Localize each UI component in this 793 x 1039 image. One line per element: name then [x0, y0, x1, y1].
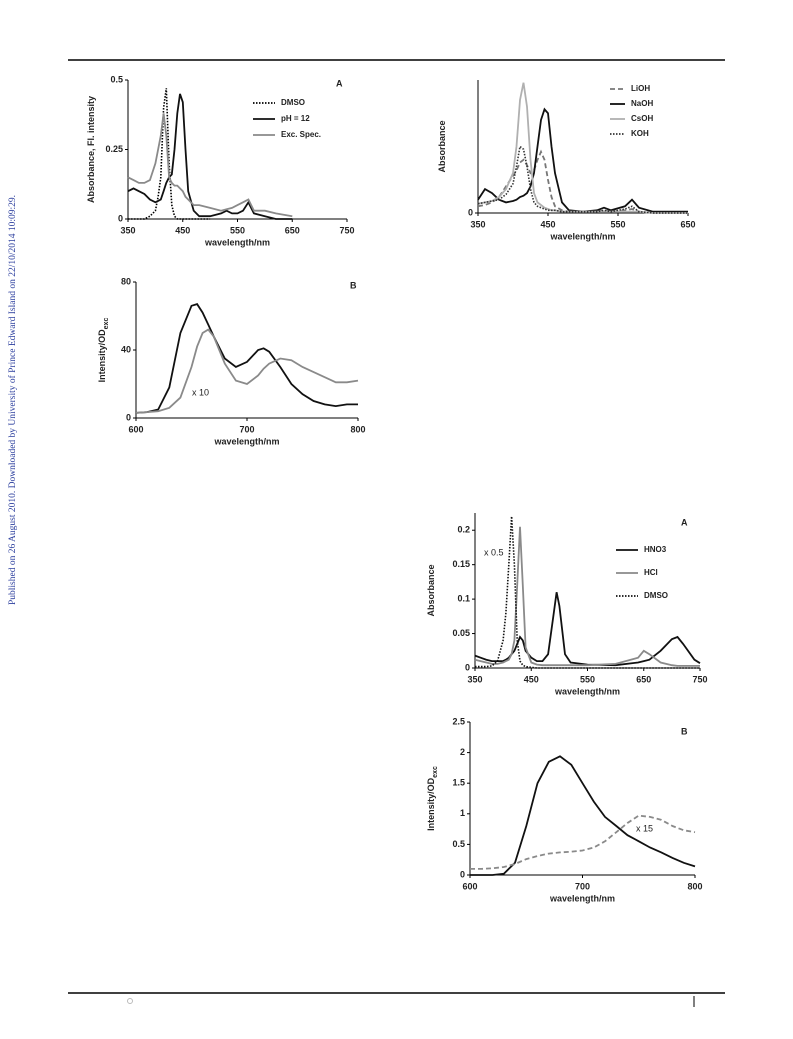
y-axis-label-main: Intensity/OD: [97, 329, 107, 383]
x-tick-label: 550: [230, 225, 245, 235]
y-axis-label-sub: exc: [103, 318, 110, 330]
legend-label: KOH: [631, 129, 649, 138]
x-axis-label: wavelength/nm: [213, 436, 279, 446]
x-tick-label: 750: [339, 225, 354, 235]
annotation: x 15: [636, 823, 653, 833]
y-axis-label: Absorbance, Fl. intensity: [86, 96, 96, 203]
footer-mark: [127, 998, 133, 1004]
y-axis-label: Absorbance: [426, 564, 436, 616]
x-tick-label: 650: [636, 674, 651, 684]
panel-label: B: [681, 726, 688, 736]
x-tick-label: 450: [175, 225, 190, 235]
series-line: [475, 516, 700, 669]
y-tick-label: 0.5: [452, 839, 465, 849]
x-tick-label: 700: [239, 424, 254, 434]
series-line: [470, 814, 696, 870]
x-axis-label: wavelength/nm: [554, 686, 620, 696]
x-tick-label: 800: [687, 881, 702, 891]
x-axis-label: wavelength/nm: [549, 893, 615, 903]
series-line: [128, 88, 211, 220]
y-tick-label: 2: [460, 747, 465, 757]
legend-label: NaOH: [631, 99, 653, 108]
legend-label: HNO3: [644, 545, 667, 554]
legend-label: pH = 12: [281, 114, 310, 123]
y-axis-label: Absorbance: [437, 120, 447, 172]
y-tick-label: 0: [460, 869, 465, 879]
legend-label: HCl: [644, 568, 658, 577]
panel-label: A: [681, 517, 688, 527]
x-tick-label: 800: [350, 424, 365, 434]
x-tick-label: 750: [692, 674, 707, 684]
legend-label: Exc. Spec.: [281, 130, 321, 139]
series-line: [477, 82, 688, 214]
y-tick-label: 0.25: [105, 144, 123, 154]
y-tick-label: 2.5: [452, 716, 465, 726]
x-tick-label: 350: [470, 219, 485, 229]
y-tick-label: 1: [460, 808, 465, 818]
panel-label: A: [336, 78, 343, 88]
series-line: [477, 107, 688, 213]
y-tick-label: 0: [118, 213, 123, 223]
annotation: x 0.5: [484, 547, 504, 557]
x-tick-label: 550: [610, 219, 625, 229]
watermark: Published on 26 August 2010. Downloaded …: [7, 195, 18, 605]
x-tick-label: 550: [580, 674, 595, 684]
x-tick-label: 600: [128, 424, 143, 434]
y-tick-label: 0.15: [452, 559, 470, 569]
y-tick-label: 0.05: [452, 628, 470, 638]
series-line: [135, 328, 359, 414]
x-tick-label: 350: [120, 225, 135, 235]
x-axis-label: wavelength/nm: [204, 237, 270, 247]
x-tick-label: 700: [575, 881, 590, 891]
legend-label: DMSO: [281, 98, 305, 107]
y-tick-label: 0.1: [457, 593, 470, 603]
y-axis-label-main: Absorbance: [437, 120, 447, 172]
x-tick-label: 600: [462, 881, 477, 891]
series-line: [127, 113, 293, 218]
y-axis-label-sub: exc: [432, 766, 439, 778]
y-tick-label: 0: [468, 207, 473, 217]
y-tick-label: 0: [465, 662, 470, 672]
y-tick-label: 0.5: [110, 74, 123, 84]
y-tick-label: 80: [121, 276, 131, 286]
x-tick-label: 450: [524, 674, 539, 684]
x-tick-label: 350: [467, 674, 482, 684]
annotation: x 10: [192, 387, 209, 397]
legend-label: DMSO: [644, 591, 668, 600]
y-axis-label: Intensity/ODexc: [426, 766, 438, 831]
series-line: [127, 93, 293, 220]
y-axis-label: Intensity/ODexc: [97, 318, 109, 383]
panel-label: B: [350, 280, 357, 290]
y-tick-label: 0: [126, 412, 131, 422]
y-tick-label: 0.2: [457, 525, 470, 535]
x-tick-label: 450: [540, 219, 555, 229]
series-line: [135, 303, 358, 414]
series-line: [470, 755, 696, 876]
y-axis-label-main: Absorbance: [426, 564, 436, 616]
x-axis-label: wavelength/nm: [549, 231, 615, 241]
legend-label: CsOH: [631, 114, 653, 123]
series-line: [474, 526, 700, 667]
x-tick-label: 650: [680, 219, 695, 229]
y-axis-label-main: Absorbance, Fl. intensity: [86, 96, 96, 203]
y-axis-label-main: Intensity/OD: [426, 777, 436, 831]
y-tick-label: 1.5: [452, 778, 465, 788]
legend-label: LiOH: [631, 84, 650, 93]
y-tick-label: 40: [121, 344, 131, 354]
series-line: [474, 592, 701, 667]
x-tick-label: 650: [285, 225, 300, 235]
